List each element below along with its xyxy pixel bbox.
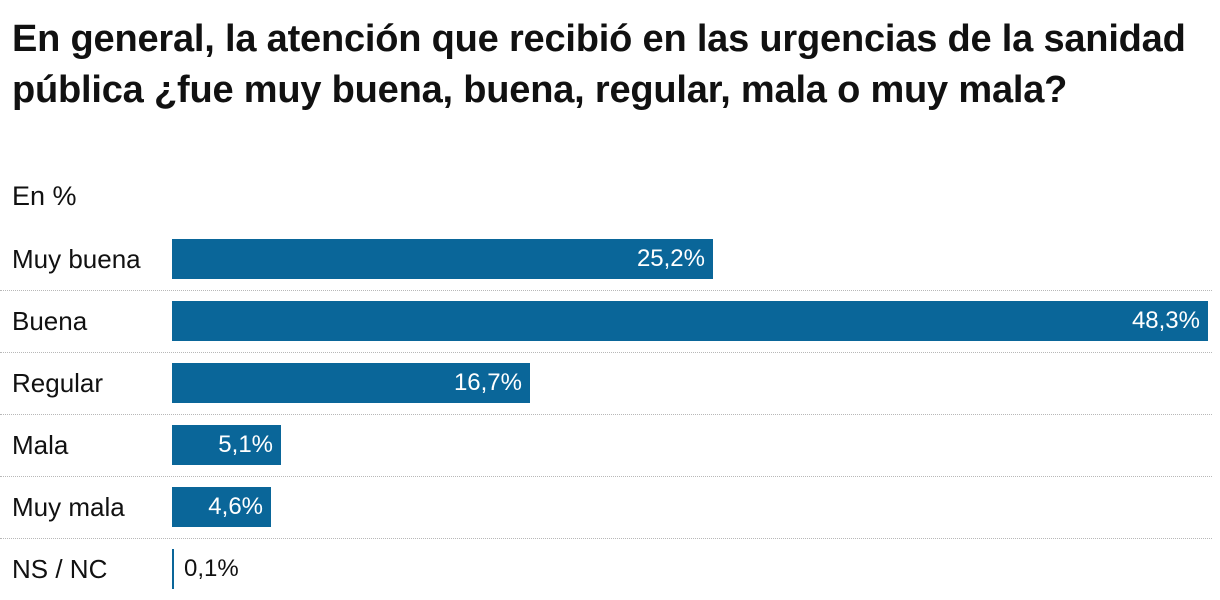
row-divider	[0, 290, 1212, 291]
bar	[172, 549, 174, 589]
chart-subtitle: En %	[12, 181, 77, 211]
category-label: Buena	[12, 306, 88, 336]
row-divider	[0, 476, 1212, 477]
bar	[172, 425, 281, 465]
bar-row-5: NS / NC 0,1%	[0, 538, 1220, 600]
value-label: 25,2%	[636, 245, 705, 272]
category-label: Muy mala	[12, 492, 125, 522]
category-label: Mala	[12, 430, 69, 460]
bar-row-1: Buena 48,3%	[0, 290, 1220, 352]
value-label: 48,3%	[1131, 307, 1200, 334]
row-divider	[0, 414, 1212, 415]
bar	[172, 301, 1208, 341]
value-label: 0,1%	[184, 555, 239, 582]
row-divider	[0, 352, 1212, 353]
category-label: Muy buena	[12, 244, 141, 274]
bar-row-3: Mala 5,1%	[0, 414, 1220, 476]
bar-row-0: Muy buena 25,2%	[0, 228, 1220, 290]
bar	[172, 363, 530, 403]
chart-title: En general, la atención que recibió en l…	[12, 18, 1186, 111]
bar	[172, 487, 271, 527]
bar-row-2: Regular 16,7%	[0, 352, 1220, 414]
value-label: 5,1%	[218, 431, 273, 458]
bar	[172, 239, 713, 279]
category-label: Regular	[12, 368, 104, 398]
value-label: 4,6%	[208, 493, 263, 520]
value-label: 16,7%	[453, 369, 522, 396]
category-label: NS / NC	[12, 554, 108, 584]
row-divider	[0, 538, 1212, 539]
bar-chart: Muy buena 25,2% Buena 48,3% Regular 16,7% Mala…	[0, 228, 1220, 600]
bar-row-4: Muy mala 4,6%	[0, 476, 1220, 538]
